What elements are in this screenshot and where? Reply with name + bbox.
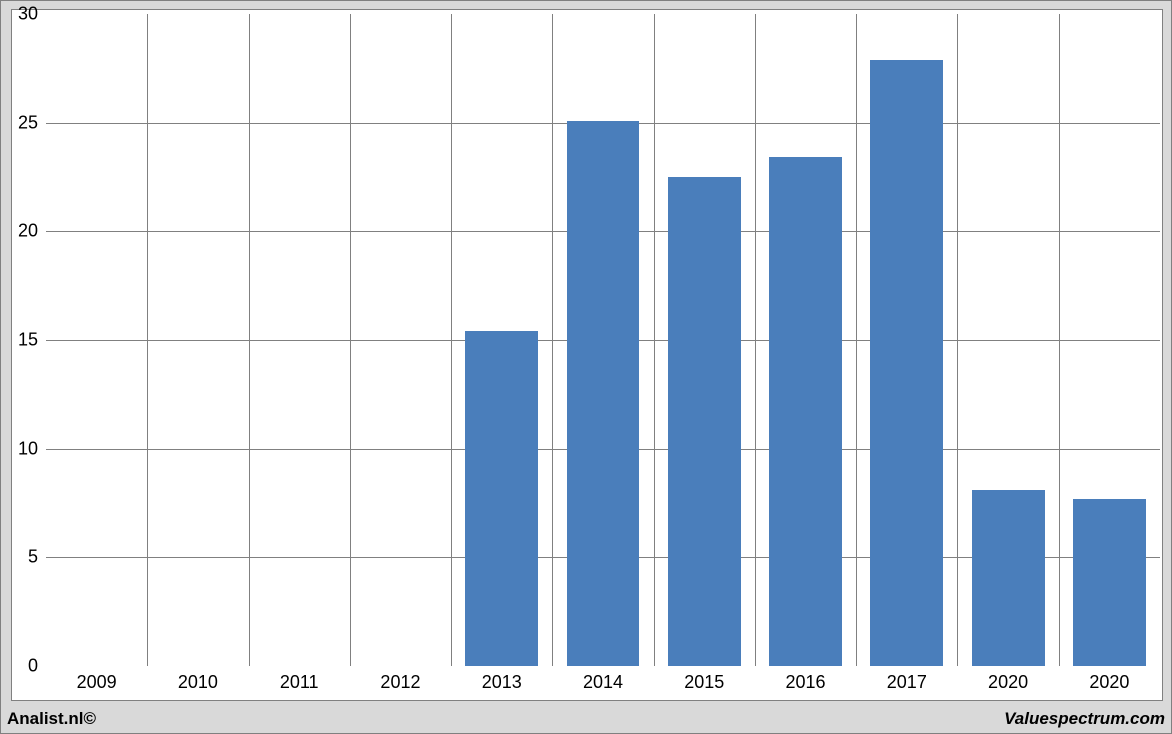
x-axis-tick-label: 2020 [1089, 666, 1129, 693]
gridline-vertical [552, 14, 553, 666]
chart-bar [769, 157, 842, 666]
plot-area: 0510152025302009201020112012201320142015… [46, 14, 1160, 666]
gridline-vertical [654, 14, 655, 666]
y-axis-tick-label: 10 [18, 438, 46, 459]
x-axis-tick-label: 2012 [380, 666, 420, 693]
chart-bar [972, 490, 1045, 666]
footer-right-label: Valuespectrum.com [1004, 709, 1165, 729]
y-axis-tick-label: 5 [28, 547, 46, 568]
x-axis-tick-label: 2009 [77, 666, 117, 693]
x-axis-tick-label: 2013 [482, 666, 522, 693]
x-axis-tick-label: 2020 [988, 666, 1028, 693]
chart-bar [567, 121, 640, 667]
gridline-vertical [957, 14, 958, 666]
x-axis-tick-label: 2011 [280, 666, 319, 693]
gridline-vertical [350, 14, 351, 666]
gridline-vertical [451, 14, 452, 666]
gridline-vertical [1059, 14, 1060, 666]
chart-bar [668, 177, 741, 666]
y-axis-tick-label: 30 [18, 4, 46, 25]
x-axis-tick-label: 2010 [178, 666, 218, 693]
chart-bar [465, 331, 538, 666]
y-axis-tick-label: 20 [18, 221, 46, 242]
gridline-vertical [147, 14, 148, 666]
y-axis-tick-label: 0 [28, 656, 46, 677]
x-axis-tick-label: 2017 [887, 666, 927, 693]
chart-bar [870, 60, 943, 666]
gridline-vertical [755, 14, 756, 666]
gridline-vertical [249, 14, 250, 666]
x-axis-tick-label: 2016 [786, 666, 826, 693]
gridline-vertical [856, 14, 857, 666]
x-axis-tick-label: 2014 [583, 666, 623, 693]
footer-left-label: Analist.nl© [7, 709, 96, 729]
chart-bar [1073, 499, 1146, 666]
y-axis-tick-label: 15 [18, 330, 46, 351]
y-axis-tick-label: 25 [18, 112, 46, 133]
x-axis-tick-label: 2015 [684, 666, 724, 693]
